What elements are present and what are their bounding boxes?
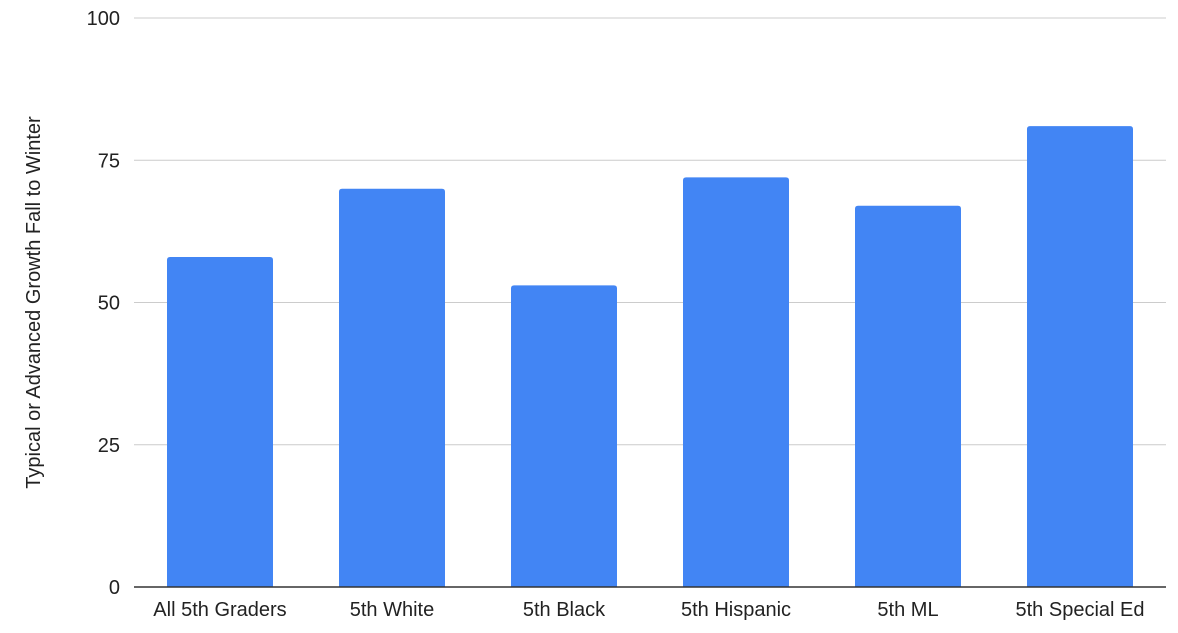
x-tick-label: 5th White	[350, 599, 434, 621]
bar-all-5th-graders[interactable]	[167, 256, 273, 587]
bar-5th-white[interactable]	[339, 188, 445, 587]
gridlines	[134, 17, 1166, 446]
x-tick-label: 5th Hispanic	[681, 599, 791, 621]
x-tick-label: 5th Special Ed	[1016, 599, 1145, 621]
bar-5th-ml[interactable]	[855, 205, 961, 587]
y-axis-title: Typical or Advanced Growth Fall to Winte…	[23, 116, 45, 489]
y-tick-label: 25	[98, 435, 120, 457]
y-tick-label: 75	[98, 150, 120, 172]
bars	[167, 126, 1133, 588]
y-axis-ticks: 0 25 50 75 100	[87, 8, 120, 599]
x-axis-ticks: All 5th Graders 5th White 5th Black 5th His…	[153, 599, 1144, 621]
bar-5th-special-ed[interactable]	[1027, 126, 1133, 588]
x-tick-label: 5th ML	[877, 599, 938, 621]
y-tick-label: 50	[98, 293, 120, 315]
bar-5th-hispanic[interactable]	[683, 177, 789, 587]
bar-5th-black[interactable]	[511, 285, 617, 587]
x-tick-label: 5th Black	[523, 599, 606, 621]
x-tick-label: All 5th Graders	[153, 599, 286, 621]
y-tick-label: 100	[87, 8, 120, 30]
y-tick-label: 0	[109, 577, 120, 599]
